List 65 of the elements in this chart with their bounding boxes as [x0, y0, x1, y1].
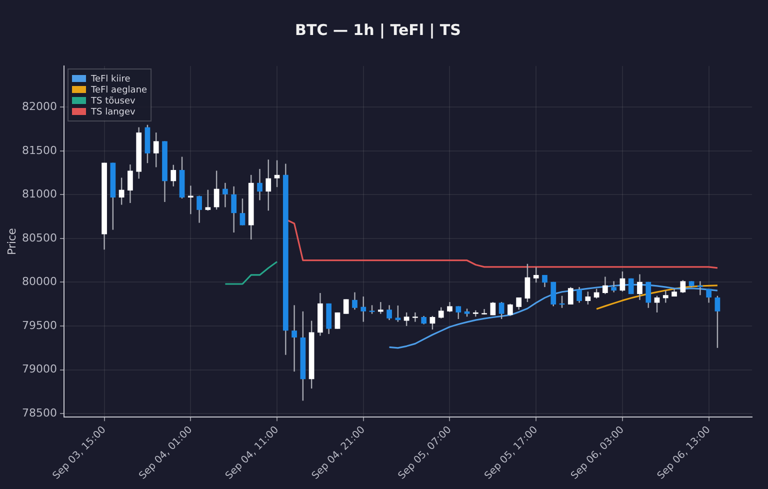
candlestick: [646, 281, 652, 308]
candlestick: [680, 280, 686, 294]
candlestick: [542, 274, 548, 288]
candlestick: [585, 291, 591, 306]
candlestick: [222, 182, 228, 208]
candlestick: [698, 280, 703, 296]
y-tick-label: 79500: [22, 318, 57, 332]
y-tick-label: 81500: [22, 144, 57, 157]
candlestick: [447, 301, 452, 313]
candlestick: [378, 301, 384, 314]
candlestick: [343, 298, 349, 314]
y-tick-label: 80500: [22, 231, 57, 244]
y-tick-label: 82000: [22, 100, 57, 114]
y-axis-title: Price: [5, 228, 18, 255]
candlestick: [257, 168, 262, 201]
candlestick: [611, 280, 616, 293]
candlestick: [602, 276, 608, 295]
candlestick: [231, 186, 237, 234]
legend-label: TS langev: [90, 107, 136, 118]
candlestick: [456, 306, 462, 320]
candlestick: [438, 306, 444, 319]
chart-title: BTC — 1h | TeFl | TS: [295, 20, 461, 39]
candlestick: [516, 296, 522, 310]
candlestick: [334, 312, 340, 330]
candlestick: [214, 170, 220, 210]
candlestick: [594, 288, 600, 300]
candlestick: [662, 290, 668, 304]
candlestick: [714, 295, 720, 349]
candlestick: [568, 286, 574, 306]
legend-label: TS tõusev: [90, 96, 136, 106]
candlestick: [412, 312, 418, 322]
candlestick: [404, 312, 410, 327]
candlestick: [274, 160, 280, 188]
legend-label: TeFl kiire: [90, 74, 131, 84]
candlestick: [360, 296, 366, 322]
candlestick: [533, 266, 539, 284]
candlestick: [430, 315, 436, 330]
candlestick: [240, 198, 246, 226]
candlestick: [524, 263, 530, 303]
candlestick: [205, 189, 211, 212]
candlestick: [490, 301, 496, 316]
y-tick-label: 78500: [22, 406, 57, 420]
y-tick-label: 80000: [22, 275, 57, 288]
candlestick: [498, 301, 504, 320]
candlestick: [550, 281, 556, 307]
candlestick: [153, 132, 159, 168]
candlestick: [266, 158, 272, 212]
candlestick: [118, 177, 124, 206]
candlestick: [706, 288, 712, 304]
candlestick: [128, 164, 133, 204]
candlestick: [170, 164, 176, 187]
candlestick: [620, 270, 626, 292]
candlestick: [637, 274, 642, 301]
y-tick-label: 81000: [22, 188, 57, 201]
candlestick: [395, 304, 401, 322]
y-tick-label: 79000: [22, 362, 57, 376]
candlestick: [292, 304, 297, 372]
candlestick: [188, 185, 194, 215]
candlestick: [386, 304, 392, 321]
candlestick: [508, 303, 513, 317]
candlestick: [482, 308, 487, 316]
candlestick: [352, 292, 358, 310]
legend-label: TeFl aeglane: [90, 85, 148, 96]
candlestick: [576, 286, 582, 304]
candlestick: [196, 195, 202, 224]
